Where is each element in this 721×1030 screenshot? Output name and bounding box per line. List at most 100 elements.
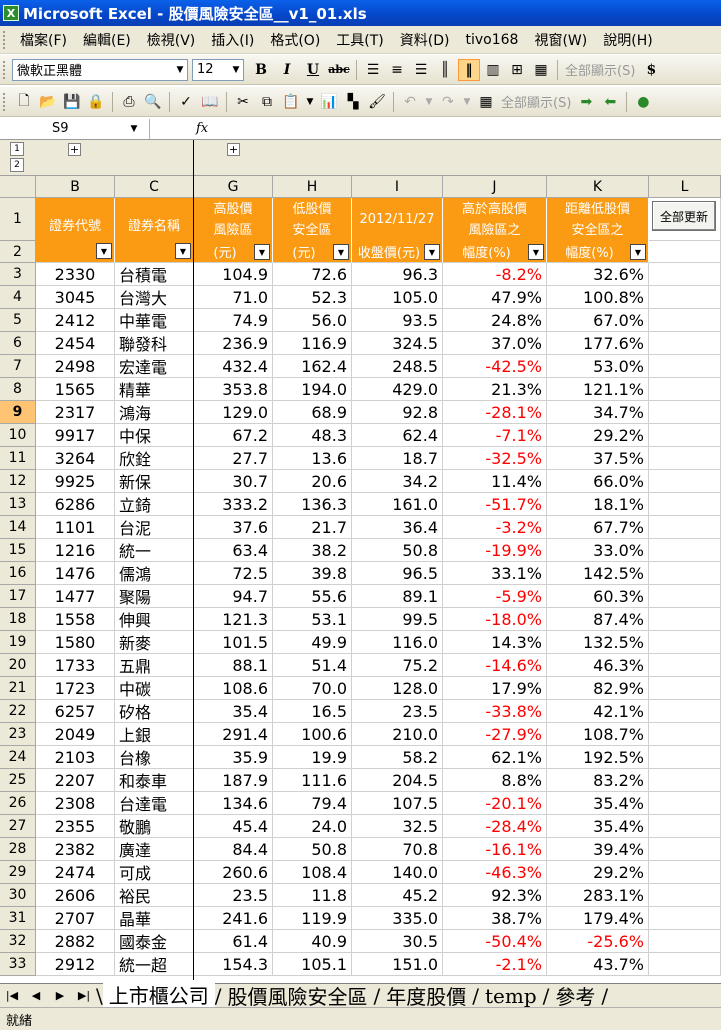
- low-safe-cell[interactable]: 119.9: [273, 907, 352, 930]
- stock-code-cell[interactable]: 2882: [36, 930, 115, 953]
- column-format-icon[interactable]: ▥: [486, 61, 500, 78]
- filter-dropdown-icon[interactable]: ▼: [333, 244, 349, 260]
- high-risk-cell[interactable]: 63.4: [194, 539, 273, 562]
- strikethrough-button[interactable]: abc: [328, 63, 350, 76]
- first-sheet-icon[interactable]: |◀: [5, 989, 19, 1002]
- high-risk-cell[interactable]: 108.6: [194, 677, 273, 700]
- above-high-pct-cell[interactable]: -28.4%: [443, 815, 547, 838]
- close-price-cell[interactable]: 58.2: [352, 746, 443, 769]
- stock-name-cell[interactable]: 欣銓: [115, 447, 194, 470]
- stock-name-cell[interactable]: 統一: [115, 539, 194, 562]
- dist-low-pct-cell[interactable]: 192.5%: [547, 746, 649, 769]
- empty-cell[interactable]: [649, 263, 721, 286]
- chevron-down-icon[interactable]: ▼: [425, 96, 433, 107]
- high-risk-cell[interactable]: 353.8: [194, 378, 273, 401]
- close-price-cell[interactable]: 45.2: [352, 884, 443, 907]
- above-high-pct-cell[interactable]: -33.8%: [443, 700, 547, 723]
- close-price-cell[interactable]: 324.5: [352, 332, 443, 355]
- empty-cell[interactable]: [649, 447, 721, 470]
- above-high-pct-cell[interactable]: -2.1%: [443, 953, 547, 976]
- high-risk-cell[interactable]: 94.7: [194, 585, 273, 608]
- dist-low-pct-cell[interactable]: 108.7%: [547, 723, 649, 746]
- stock-name-cell[interactable]: 伸興: [115, 608, 194, 631]
- stock-code-cell[interactable]: 2412: [36, 309, 115, 332]
- stock-code-cell[interactable]: 6257: [36, 700, 115, 723]
- merge-cells-icon[interactable]: ⊞: [511, 61, 523, 78]
- high-risk-cell[interactable]: 129.0: [194, 401, 273, 424]
- row-header-10[interactable]: 10: [0, 424, 36, 447]
- high-risk-cell[interactable]: 37.6: [194, 516, 273, 539]
- dist-low-pct-cell[interactable]: 37.5%: [547, 447, 649, 470]
- close-price-cell[interactable]: 99.5: [352, 608, 443, 631]
- align-right-icon[interactable]: ☰: [414, 61, 428, 78]
- stock-code-cell[interactable]: 3045: [36, 286, 115, 309]
- low-safe-cell[interactable]: 24.0: [273, 815, 352, 838]
- filter-dropdown-icon[interactable]: ▼: [424, 244, 440, 260]
- save-icon[interactable]: 💾: [63, 93, 81, 110]
- row-header-6[interactable]: 6: [0, 332, 36, 355]
- pivot-icon[interactable]: ▚: [347, 93, 359, 110]
- dist-low-pct-cell[interactable]: 46.3%: [547, 654, 649, 677]
- stock-code-cell[interactable]: 9917: [36, 424, 115, 447]
- above-high-pct-cell[interactable]: 47.9%: [443, 286, 547, 309]
- row-header-1[interactable]: 1: [0, 198, 36, 241]
- row-header-22[interactable]: 22: [0, 700, 36, 723]
- empty-cell[interactable]: [649, 608, 721, 631]
- above-high-pct-cell[interactable]: 21.3%: [443, 378, 547, 401]
- low-safe-cell[interactable]: 38.2: [273, 539, 352, 562]
- row-header-8[interactable]: 8: [0, 378, 36, 401]
- stock-name-cell[interactable]: 聚陽: [115, 585, 194, 608]
- stock-name-cell[interactable]: 新保: [115, 470, 194, 493]
- row-header-32[interactable]: 32: [0, 930, 36, 953]
- above-high-pct-cell[interactable]: -7.1%: [443, 424, 547, 447]
- above-high-pct-cell[interactable]: -32.5%: [443, 447, 547, 470]
- stock-name-cell[interactable]: 上銀: [115, 723, 194, 746]
- dist-low-pct-cell[interactable]: 132.5%: [547, 631, 649, 654]
- close-price-cell[interactable]: 335.0: [352, 907, 443, 930]
- stock-code-cell[interactable]: 2308: [36, 792, 115, 815]
- empty-cell[interactable]: [649, 884, 721, 907]
- dist-low-pct-cell[interactable]: -25.6%: [547, 930, 649, 953]
- redo-icon[interactable]: ↷: [442, 93, 454, 110]
- dist-low-pct-cell[interactable]: 121.1%: [547, 378, 649, 401]
- font-size-select[interactable]: 12 ▼: [192, 58, 244, 81]
- stock-code-cell[interactable]: 1733: [36, 654, 115, 677]
- dist-low-pct-cell[interactable]: 66.0%: [547, 470, 649, 493]
- close-price-cell[interactable]: 96.5: [352, 562, 443, 585]
- show-all-button[interactable]: 全部顯示(S): [565, 64, 636, 79]
- low-safe-cell[interactable]: 49.9: [273, 631, 352, 654]
- stock-code-cell[interactable]: 3264: [36, 447, 115, 470]
- dist-low-pct-cell[interactable]: 29.2%: [547, 861, 649, 884]
- close-price-cell[interactable]: 204.5: [352, 769, 443, 792]
- show-all-button[interactable]: 全部顯示(S): [501, 96, 572, 111]
- dist-low-pct-cell[interactable]: 179.4%: [547, 907, 649, 930]
- stock-name-cell[interactable]: 五鼎: [115, 654, 194, 677]
- row-header-31[interactable]: 31: [0, 907, 36, 930]
- high-risk-cell[interactable]: 71.0: [194, 286, 273, 309]
- row-header-30[interactable]: 30: [0, 884, 36, 907]
- above-high-pct-cell[interactable]: -28.1%: [443, 401, 547, 424]
- row-header-26[interactable]: 26: [0, 792, 36, 815]
- dist-low-pct-cell[interactable]: 83.2%: [547, 769, 649, 792]
- empty-cell[interactable]: [649, 309, 721, 332]
- dist-low-pct-cell[interactable]: 39.4%: [547, 838, 649, 861]
- stock-name-cell[interactable]: 新麥: [115, 631, 194, 654]
- high-risk-cell[interactable]: 241.6: [194, 907, 273, 930]
- paste-icon[interactable]: 📋: [282, 93, 300, 110]
- stock-code-cell[interactable]: 1558: [36, 608, 115, 631]
- menu-item-3[interactable]: 插入(I): [211, 32, 255, 49]
- row-header-12[interactable]: 12: [0, 470, 36, 493]
- low-safe-cell[interactable]: 55.6: [273, 585, 352, 608]
- dist-low-pct-cell[interactable]: 35.4%: [547, 792, 649, 815]
- chevron-down-icon[interactable]: ▼: [176, 64, 184, 75]
- stock-code-cell[interactable]: 2707: [36, 907, 115, 930]
- update-all-button[interactable]: 全部更新: [652, 201, 716, 231]
- empty-cell[interactable]: [649, 424, 721, 447]
- row-header-14[interactable]: 14: [0, 516, 36, 539]
- stock-code-cell[interactable]: 2498: [36, 355, 115, 378]
- empty-cell[interactable]: [649, 539, 721, 562]
- stock-name-cell[interactable]: 和泰車: [115, 769, 194, 792]
- stock-code-cell[interactable]: 2103: [36, 746, 115, 769]
- stock-name-cell[interactable]: 中碳: [115, 677, 194, 700]
- above-high-pct-cell[interactable]: 38.7%: [443, 907, 547, 930]
